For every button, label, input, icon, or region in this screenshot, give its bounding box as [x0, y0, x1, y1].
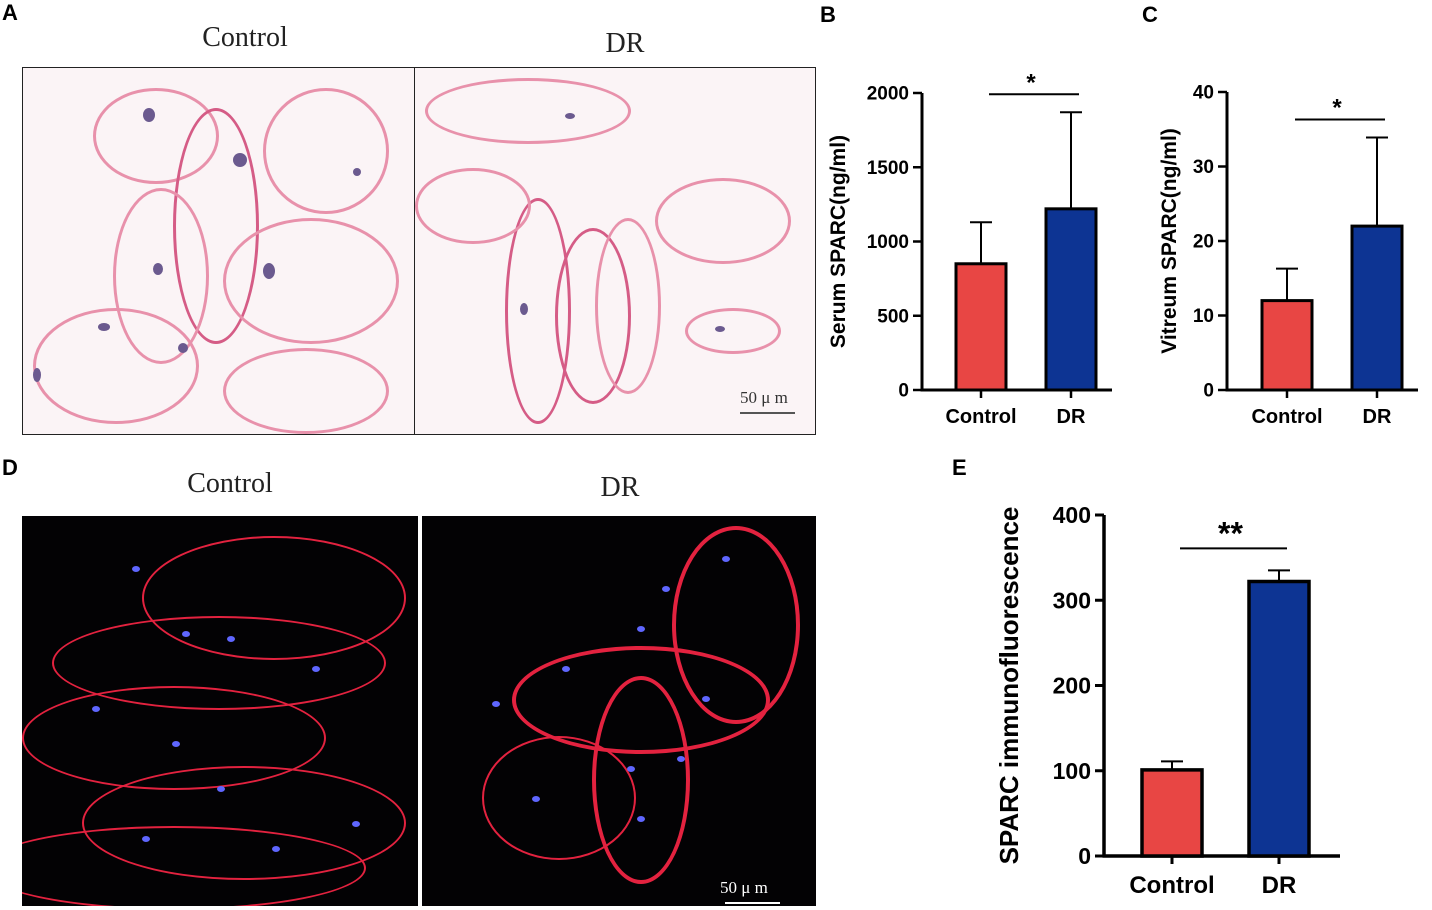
- panel-d-dr-title: DR: [600, 472, 640, 503]
- he-image-control: [22, 67, 416, 435]
- fiber: [22, 826, 366, 906]
- nucleus: [33, 368, 41, 382]
- chart-e-y-tick-label: 400: [1053, 502, 1091, 528]
- nucleus: [263, 263, 275, 279]
- if-scalebar-label: 50 μ m: [720, 878, 768, 897]
- he-scalebar-label: 50 μ m: [740, 388, 788, 407]
- nucleus: [715, 326, 725, 332]
- fiber: [425, 78, 631, 144]
- nucleus: [532, 796, 540, 802]
- he-scalebar-line: [740, 412, 795, 414]
- panel-letter-c: C: [1142, 2, 1158, 27]
- nucleus: [702, 696, 710, 702]
- chart-e-bar-control: [1140, 768, 1204, 858]
- nucleus: [352, 821, 360, 827]
- chart-b-y-tick-label: 500: [877, 306, 909, 327]
- nucleus: [312, 666, 320, 672]
- chart-c-bar-control: [1260, 299, 1314, 392]
- if-image-control: [22, 516, 418, 906]
- chart-e-y-tick-label: 0: [1078, 843, 1091, 869]
- nucleus: [143, 108, 155, 122]
- panel-letter-b: B: [820, 2, 836, 27]
- nucleus: [182, 631, 190, 637]
- panel-letter-a: A: [2, 0, 18, 25]
- chart-c-y-tick-label: 30: [1193, 157, 1214, 178]
- nucleus: [233, 153, 247, 167]
- fiber: [415, 168, 531, 244]
- chart-e-x-tick-label: DR: [1262, 872, 1297, 899]
- nucleus: [132, 566, 140, 572]
- fiber: [33, 308, 199, 424]
- chart-c-y-tick-label: 20: [1193, 232, 1214, 253]
- chart-b-x-tick-label: Control: [945, 406, 1016, 428]
- nucleus: [353, 168, 361, 176]
- chart-e-y-tick-label: 300: [1053, 587, 1091, 613]
- if-image-dr: 50 μ m: [422, 516, 816, 906]
- chart-e-significance-label: **: [1218, 515, 1243, 551]
- nucleus: [627, 766, 635, 772]
- if-scalebar-line: [725, 902, 780, 904]
- chart-b-significance-label: *: [1026, 69, 1036, 96]
- nucleus: [272, 846, 280, 852]
- nucleus: [565, 113, 575, 119]
- nucleus: [92, 706, 100, 712]
- chart-e-y-tick-label: 200: [1053, 673, 1091, 699]
- nucleus: [172, 741, 180, 747]
- nucleus: [217, 786, 225, 792]
- chart-e-bar-dr: [1247, 579, 1311, 858]
- chart-b-bar-control: [954, 262, 1008, 392]
- chart-c-y-tick-label: 40: [1193, 83, 1214, 104]
- nucleus: [562, 666, 570, 672]
- chart-c-y-axis-label: Vitreum SPARC(ng/ml): [1158, 128, 1181, 354]
- chart-e-y-axis-label: SPARC immunofluorescence: [994, 507, 1024, 865]
- panel-letter-d: D: [2, 455, 18, 480]
- chart-c-significance-label: *: [1332, 94, 1342, 121]
- chart-b-y-tick-label: 2000: [867, 84, 909, 105]
- nucleus: [677, 756, 685, 762]
- chart-e-y-tick-label: 100: [1053, 758, 1091, 784]
- chart-c-y-tick-label: 0: [1203, 381, 1214, 402]
- fiber: [595, 218, 661, 394]
- nucleus: [142, 836, 150, 842]
- nucleus: [520, 303, 528, 315]
- chart-b-y-tick-label: 0: [898, 381, 909, 402]
- nucleus: [722, 556, 730, 562]
- fiber: [685, 308, 781, 354]
- nucleus: [637, 816, 645, 822]
- panel-a-control-title: Control: [202, 22, 288, 53]
- nucleus: [637, 626, 645, 632]
- nucleus: [98, 323, 110, 331]
- chart-b-y-tick-label: 1500: [867, 158, 909, 179]
- nucleus: [662, 586, 670, 592]
- panel-letter-e: E: [952, 455, 967, 480]
- chart-b-y-tick-label: 1000: [867, 232, 909, 253]
- fiber: [223, 348, 389, 434]
- fiber: [482, 736, 636, 860]
- chart-c-x-tick-label: DR: [1363, 406, 1392, 428]
- chart-b-y-axis-label: Serum SPARC(ng/ml): [827, 135, 850, 348]
- nucleus: [178, 343, 188, 353]
- chart-b-bar-dr: [1044, 207, 1098, 392]
- nucleus: [153, 263, 163, 275]
- fiber: [263, 88, 389, 214]
- chart-c-bar-dr: [1350, 224, 1404, 392]
- chart-c-x-tick-label: Control: [1251, 406, 1322, 428]
- nucleus: [227, 636, 235, 642]
- he-image-dr: 50 μ m: [414, 67, 816, 435]
- panel-d-control-title: Control: [187, 468, 273, 499]
- fiber: [655, 178, 791, 264]
- panel-a-dr-title: DR: [605, 28, 645, 59]
- fiber: [223, 218, 399, 344]
- nucleus: [492, 701, 500, 707]
- chart-e-x-tick-label: Control: [1129, 872, 1214, 899]
- chart-b-x-tick-label: DR: [1057, 406, 1086, 428]
- chart-c-y-tick-label: 10: [1193, 306, 1214, 327]
